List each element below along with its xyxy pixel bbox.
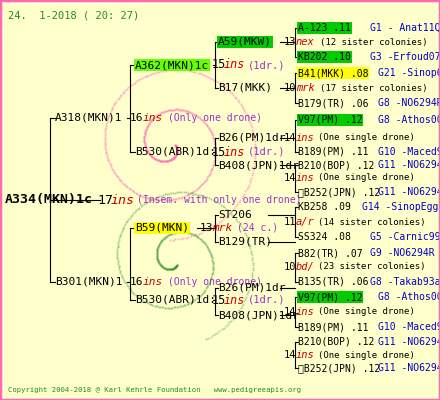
Text: 11: 11	[284, 217, 297, 227]
Text: G1 - Anat11Q: G1 - Anat11Q	[370, 23, 440, 33]
Text: G11 -NO6294R: G11 -NO6294R	[378, 187, 440, 197]
Text: G8 -Takab93aR: G8 -Takab93aR	[370, 277, 440, 287]
Text: bd/: bd/	[296, 262, 315, 272]
Text: ins: ins	[224, 58, 246, 72]
Text: B408(JPN)1dr: B408(JPN)1dr	[218, 160, 299, 170]
Text: (17 sister colonies): (17 sister colonies)	[320, 84, 428, 92]
Text: B26(PM)1dr: B26(PM)1dr	[218, 283, 286, 293]
Text: ˋB252(JPN) .12: ˋB252(JPN) .12	[298, 363, 380, 373]
Text: (1dr.): (1dr.)	[248, 147, 286, 157]
Text: B210(BOP) .12: B210(BOP) .12	[298, 337, 374, 347]
Text: ins: ins	[224, 146, 246, 158]
Text: G9 -NO6294R: G9 -NO6294R	[370, 248, 435, 258]
Text: 10: 10	[284, 262, 297, 272]
Text: B408(JPN)1dr: B408(JPN)1dr	[218, 310, 299, 320]
Text: (One single drone): (One single drone)	[318, 308, 415, 316]
Text: B210(BOP) .12: B210(BOP) .12	[298, 160, 374, 170]
Text: B82(TR) .07: B82(TR) .07	[298, 248, 363, 258]
Text: A318(MKN)1: A318(MKN)1	[55, 113, 122, 123]
Text: ˋB252(JPN) .12: ˋB252(JPN) .12	[298, 187, 380, 197]
Text: a/r: a/r	[296, 217, 315, 227]
Text: (14 sister colonies): (14 sister colonies)	[318, 218, 425, 226]
Text: A59(MKW): A59(MKW)	[218, 37, 272, 47]
Text: Copyright 2004-2018 @ Karl Kehrle Foundation   www.pedigreeapis.org: Copyright 2004-2018 @ Karl Kehrle Founda…	[8, 387, 301, 393]
Text: ins: ins	[296, 133, 315, 143]
Text: ST206: ST206	[218, 210, 252, 220]
Text: G10 -Maced93R: G10 -Maced93R	[378, 147, 440, 157]
Text: ins: ins	[296, 307, 315, 317]
Text: (Only one drone): (Only one drone)	[168, 113, 262, 123]
Text: (24 c.): (24 c.)	[237, 223, 278, 233]
Text: G10 -Maced93R: G10 -Maced93R	[378, 322, 440, 332]
Text: 24.  1-2018 ( 20: 27): 24. 1-2018 ( 20: 27)	[8, 10, 139, 20]
Text: 14: 14	[284, 307, 297, 317]
Text: ins: ins	[224, 294, 246, 306]
Text: A-123 .11: A-123 .11	[298, 23, 351, 33]
Text: V97(PM) .12: V97(PM) .12	[298, 292, 363, 302]
Text: B530(ABR)1d:: B530(ABR)1d:	[135, 295, 216, 305]
Text: ins: ins	[143, 277, 163, 287]
Text: 16: 16	[130, 113, 143, 123]
Text: G5 -Carnic99R: G5 -Carnic99R	[370, 232, 440, 242]
Text: mrk: mrk	[296, 83, 315, 93]
Text: G8 -NO6294R: G8 -NO6294R	[378, 98, 440, 108]
Text: G11 -NO6294R: G11 -NO6294R	[378, 363, 440, 373]
Text: 14: 14	[284, 133, 297, 143]
Text: B129(TR): B129(TR)	[218, 237, 272, 247]
Text: B135(TR) .06: B135(TR) .06	[298, 277, 368, 287]
Text: 16: 16	[130, 277, 143, 287]
Text: ins: ins	[111, 194, 135, 206]
Text: B189(PM) .11: B189(PM) .11	[298, 147, 368, 157]
Text: G8 -Athos00R: G8 -Athos00R	[378, 115, 440, 125]
Text: A362(MKN)1c: A362(MKN)1c	[135, 60, 209, 70]
Text: KB202 .10: KB202 .10	[298, 52, 351, 62]
Text: (Insem. with only one drone): (Insem. with only one drone)	[137, 195, 301, 205]
Text: B41(MKK) .08: B41(MKK) .08	[298, 68, 368, 78]
Text: B301(MKN)1: B301(MKN)1	[55, 277, 122, 287]
Text: A334(MKN)1c: A334(MKN)1c	[5, 194, 93, 206]
Text: 15: 15	[212, 58, 226, 72]
Text: (One single drone): (One single drone)	[318, 350, 415, 360]
Text: nex: nex	[296, 37, 315, 47]
Text: G8 -Athos00R: G8 -Athos00R	[378, 292, 440, 302]
Text: V97(PM) .12: V97(PM) .12	[298, 115, 363, 125]
Text: B530(ABR)1d:: B530(ABR)1d:	[135, 147, 216, 157]
Text: G3 -Erfoud07-1Q: G3 -Erfoud07-1Q	[370, 52, 440, 62]
Text: (Only one drone): (Only one drone)	[168, 277, 262, 287]
Text: 14: 14	[284, 173, 297, 183]
Text: B17(MKK): B17(MKK)	[218, 83, 272, 93]
Text: (1dr.): (1dr.)	[248, 295, 286, 305]
Text: 14: 14	[284, 350, 297, 360]
Text: 13: 13	[284, 37, 297, 47]
Text: G11 -NO6294R: G11 -NO6294R	[378, 160, 440, 170]
Text: G11 -NO6294R: G11 -NO6294R	[378, 337, 440, 347]
Text: (One single drone): (One single drone)	[318, 134, 415, 142]
Text: ins: ins	[143, 113, 163, 123]
Text: (23 sister colonies): (23 sister colonies)	[318, 262, 425, 272]
Text: 13: 13	[200, 223, 213, 233]
Text: 15: 15	[212, 146, 226, 158]
Text: B179(TR) .06: B179(TR) .06	[298, 98, 368, 108]
Text: (One single drone): (One single drone)	[318, 174, 415, 182]
Text: B59(MKN): B59(MKN)	[135, 223, 189, 233]
Text: 15: 15	[212, 294, 226, 306]
Text: 17: 17	[97, 194, 113, 206]
Text: KB258 .09: KB258 .09	[298, 202, 351, 212]
Text: (12 sister colonies): (12 sister colonies)	[320, 38, 428, 46]
Text: (1dr.): (1dr.)	[248, 60, 286, 70]
Text: ins: ins	[296, 350, 315, 360]
Text: ins: ins	[296, 173, 315, 183]
Text: B26(PM)1dr: B26(PM)1dr	[218, 133, 286, 143]
Text: G21 -Sinop62R: G21 -Sinop62R	[378, 68, 440, 78]
Text: B189(PM) .11: B189(PM) .11	[298, 322, 368, 332]
Text: mrk: mrk	[212, 223, 232, 233]
Text: 10: 10	[284, 83, 297, 93]
Text: G14 -SinopEgg86R: G14 -SinopEgg86R	[362, 202, 440, 212]
Text: SS324 .08: SS324 .08	[298, 232, 351, 242]
